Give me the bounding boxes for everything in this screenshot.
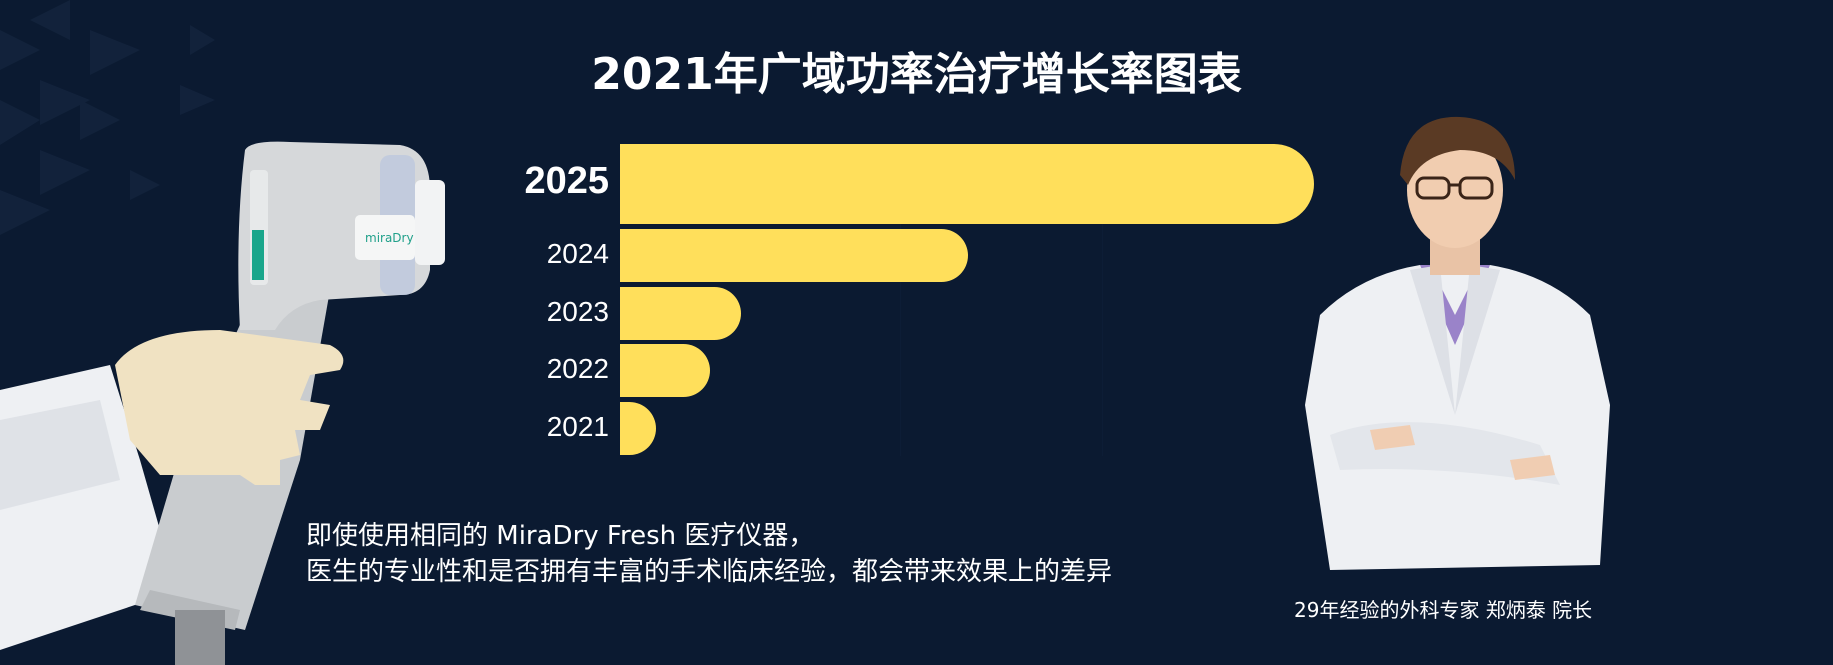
bar-label: 2025 bbox=[524, 160, 609, 202]
bar-label: 2021 bbox=[546, 411, 609, 442]
miradry-device-image: miraDry bbox=[0, 141, 445, 665]
gridline bbox=[900, 224, 901, 456]
bar-2022 bbox=[620, 344, 710, 397]
bar-2023 bbox=[620, 287, 741, 340]
device-brand-label: miraDry bbox=[365, 231, 414, 245]
bar-label: 2023 bbox=[546, 296, 609, 327]
doctor-portrait bbox=[1305, 116, 1610, 570]
bar-2024 bbox=[620, 229, 968, 282]
bar-label: 2022 bbox=[546, 353, 609, 384]
triangle-pattern-background bbox=[0, 0, 215, 235]
chart-title: 2021年广域功率治疗增长率图表 bbox=[591, 49, 1242, 100]
description-line-1: 即使使用相同的 MiraDry Fresh 医疗仪器， bbox=[306, 521, 815, 551]
bar-label: 2024 bbox=[546, 238, 609, 269]
doctor-caption: 29年经验的外科专家 郑炳泰 院长 bbox=[1294, 598, 1593, 622]
gridline bbox=[1102, 224, 1103, 456]
bar-2025 bbox=[620, 144, 1314, 224]
bar-2021 bbox=[620, 402, 656, 455]
description-text: 即使使用相同的 MiraDry Fresh 医疗仪器， 医生的专业性和是否拥有丰… bbox=[306, 518, 1112, 590]
description-line-2: 医生的专业性和是否拥有丰富的手术临床经验，都会带来效果上的差异 bbox=[306, 557, 1113, 587]
